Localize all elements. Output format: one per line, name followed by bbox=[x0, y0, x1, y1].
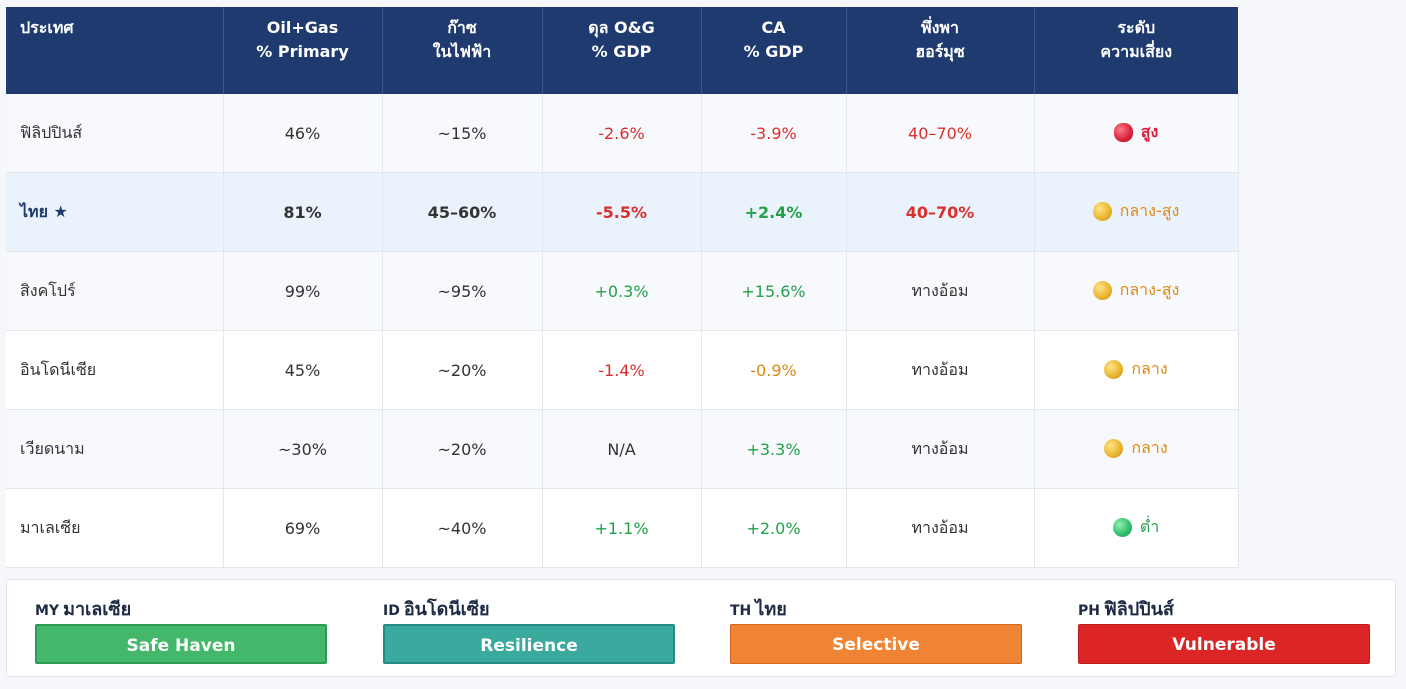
country-name: อินโดนีเซีย bbox=[403, 599, 490, 620]
country-cell: ฟิลิปปินส์ bbox=[6, 94, 224, 173]
hormuz-cell: ทางอ้อม bbox=[846, 251, 1035, 331]
ca-cell: +15.6% bbox=[701, 251, 847, 331]
yellow-circle-icon bbox=[1092, 281, 1112, 300]
table-row: มาเลเซีย 69% ~40% +1.1% +2.0% ทางอ้อม ต่… bbox=[6, 488, 1239, 568]
ca-cell: +2.4% bbox=[701, 172, 847, 252]
risk-label: กลาง-สูง bbox=[1119, 201, 1180, 220]
country-cell: ไทย ★ bbox=[6, 172, 224, 252]
legend-item-indonesia: ID อินโดนีเซีย Resilience bbox=[383, 596, 675, 664]
header-current-account: CA% GDP bbox=[701, 7, 847, 94]
country-code: ID bbox=[383, 603, 400, 619]
og-balance-cell: N/A bbox=[542, 409, 702, 489]
hormuz-cell: ทางอ้อม bbox=[846, 409, 1035, 489]
yellow-circle-icon bbox=[1092, 202, 1112, 221]
header-risk-level: ระดับ ความเสี่ยง bbox=[1034, 7, 1238, 94]
table-row: อินโดนีเซีย 45% ~20% -1.4% -0.9% ทางอ้อม… bbox=[6, 330, 1239, 410]
risk-cell: กลาง-สูง bbox=[1034, 172, 1239, 252]
gas-power-cell: ~95% bbox=[382, 251, 543, 331]
risk-label: กลาง bbox=[1131, 359, 1168, 378]
oil-gas-cell: 81% bbox=[223, 172, 383, 252]
vulnerable-badge: Vulnerable bbox=[1078, 624, 1370, 664]
hormuz-cell: 40–70% bbox=[846, 94, 1035, 173]
og-balance-cell: -1.4% bbox=[542, 330, 702, 410]
table-row: เวียดนาม ~30% ~20% N/A +3.3% ทางอ้อม กลา… bbox=[6, 409, 1239, 489]
header-og-balance: ดุล O&G% GDP bbox=[542, 7, 702, 94]
risk-label: กลาง-สูง bbox=[1119, 280, 1180, 299]
legend-title: PH ฟิลิปปินส์ bbox=[1078, 596, 1370, 624]
country-cell: มาเลเซีย bbox=[6, 488, 224, 568]
risk-label: กลาง bbox=[1131, 438, 1168, 457]
risk-table: ประเทศ Oil+Gas% Primary ก๊าซ ในไฟฟ้า ดุล … bbox=[6, 7, 1239, 568]
ca-cell: +2.0% bbox=[701, 488, 847, 568]
table-row: ไทย ★ 81% 45–60% -5.5% +2.4% 40–70% กลาง… bbox=[6, 172, 1239, 252]
country-name: ไทย bbox=[755, 599, 787, 620]
og-balance-cell: +1.1% bbox=[542, 488, 702, 568]
ca-cell: -0.9% bbox=[701, 330, 847, 410]
green-circle-icon bbox=[1112, 518, 1132, 537]
legend-item-malaysia: MY มาเลเซีย Safe Haven bbox=[35, 596, 327, 664]
country-code: TH bbox=[730, 603, 752, 619]
og-balance-cell: +0.3% bbox=[542, 251, 702, 331]
legend-title: ID อินโดนีเซีย bbox=[383, 596, 675, 624]
gas-power-cell: ~20% bbox=[382, 409, 543, 489]
gas-power-cell: ~15% bbox=[382, 94, 543, 173]
country-cell: เวียดนาม bbox=[6, 409, 224, 489]
country-cell: อินโดนีเซีย bbox=[6, 330, 224, 410]
gas-power-cell: ~20% bbox=[382, 330, 543, 410]
category-legend: MY มาเลเซีย Safe Haven ID อินโดนีเซีย Resi… bbox=[6, 579, 1396, 677]
ca-cell: -3.9% bbox=[701, 94, 847, 173]
red-circle-icon bbox=[1113, 123, 1133, 142]
table-header-row: ประเทศ Oil+Gas% Primary ก๊าซ ในไฟฟ้า ดุล … bbox=[6, 7, 1238, 94]
risk-cell: กลาง-สูง bbox=[1034, 251, 1239, 331]
risk-cell: กลาง bbox=[1034, 409, 1239, 489]
country-name: มาเลเซีย bbox=[63, 599, 132, 620]
resilience-badge: Resilience bbox=[383, 624, 675, 664]
table-row: ฟิลิปปินส์ 46% ~15% -2.6% -3.9% 40–70% ส… bbox=[6, 94, 1239, 173]
header-gas-power: ก๊าซ ในไฟฟ้า bbox=[382, 7, 543, 94]
og-balance-cell: -5.5% bbox=[542, 172, 702, 252]
oil-gas-cell: 45% bbox=[223, 330, 383, 410]
country-cell: สิงคโปร์ bbox=[6, 251, 224, 331]
hormuz-cell: 40–70% bbox=[846, 172, 1035, 252]
legend-title: TH ไทย bbox=[730, 596, 1022, 624]
legend-title: MY มาเลเซีย bbox=[35, 596, 327, 624]
oil-gas-cell: 46% bbox=[223, 94, 383, 173]
header-country: ประเทศ bbox=[6, 7, 224, 94]
hormuz-cell: ทางอ้อม bbox=[846, 488, 1035, 568]
oil-gas-cell: 69% bbox=[223, 488, 383, 568]
safe-haven-badge: Safe Haven bbox=[35, 624, 327, 664]
legend-item-philippines: PH ฟิลิปปินส์ Vulnerable bbox=[1078, 596, 1370, 664]
og-balance-cell: -2.6% bbox=[542, 94, 702, 173]
country-code: MY bbox=[35, 603, 60, 619]
table-row: สิงคโปร์ 99% ~95% +0.3% +15.6% ทางอ้อม ก… bbox=[6, 251, 1239, 331]
header-oil-gas-primary: Oil+Gas% Primary bbox=[223, 7, 383, 94]
selective-badge: Selective bbox=[730, 624, 1022, 664]
risk-cell: กลาง bbox=[1034, 330, 1239, 410]
country-name: ฟิลิปปินส์ bbox=[1103, 599, 1174, 620]
legend-item-thailand: TH ไทย Selective bbox=[730, 596, 1022, 664]
oil-gas-cell: ~30% bbox=[223, 409, 383, 489]
yellow-circle-icon bbox=[1104, 439, 1124, 458]
risk-cell: สูง bbox=[1034, 94, 1239, 173]
risk-cell: ต่ำ bbox=[1034, 488, 1239, 568]
gas-power-cell: ~40% bbox=[382, 488, 543, 568]
hormuz-cell: ทางอ้อม bbox=[846, 330, 1035, 410]
header-hormuz-dependence: พึ่งพา ฮอร์มุซ bbox=[846, 7, 1035, 94]
oil-gas-cell: 99% bbox=[223, 251, 383, 331]
gas-power-cell: 45–60% bbox=[382, 172, 543, 252]
country-code: PH bbox=[1078, 603, 1100, 619]
yellow-circle-icon bbox=[1104, 360, 1124, 379]
ca-cell: +3.3% bbox=[701, 409, 847, 489]
risk-label: สูง bbox=[1140, 122, 1159, 141]
risk-label: ต่ำ bbox=[1139, 517, 1160, 536]
